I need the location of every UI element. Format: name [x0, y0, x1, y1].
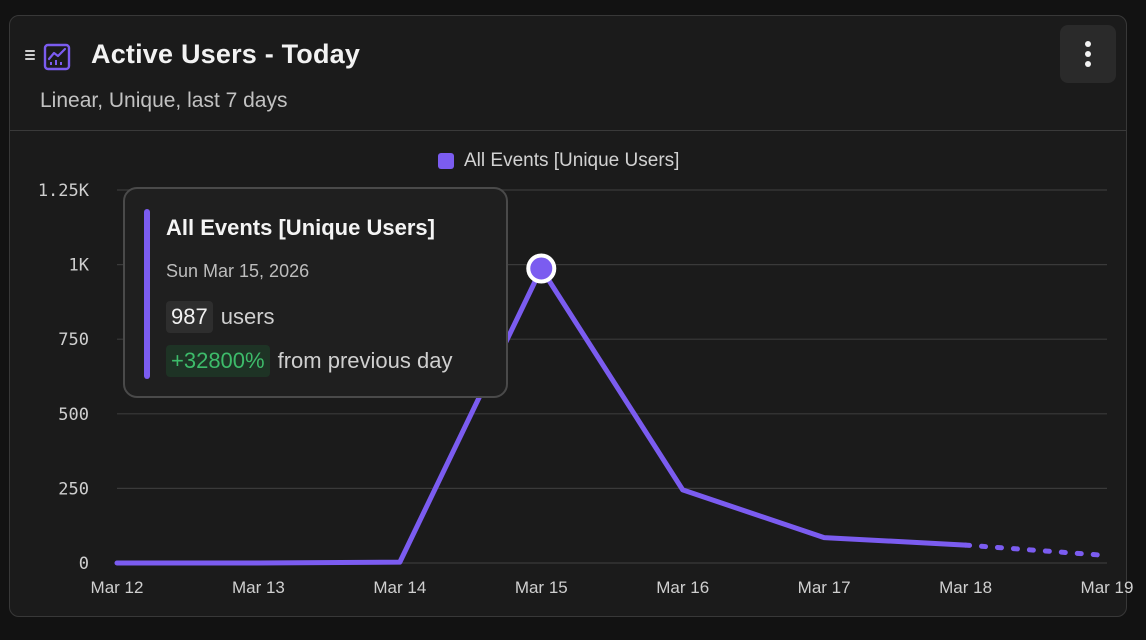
- data-point[interactable]: [818, 532, 830, 544]
- tooltip-change: +32800%: [166, 345, 270, 377]
- legend-swatch: [438, 153, 454, 169]
- x-tick-label: Mar 17: [798, 578, 851, 597]
- tooltip-change-text: from previous day: [277, 348, 453, 373]
- y-tick-label: 1K: [69, 256, 90, 276]
- data-tooltip: All Events [Unique Users] Sun Mar 15, 20…: [123, 187, 508, 398]
- card-header: Active Users - Today Linear, Unique, las…: [10, 16, 1126, 131]
- x-tick-label: Mar 15: [515, 578, 568, 597]
- data-point[interactable]: [111, 557, 123, 569]
- data-point[interactable]: [1101, 550, 1113, 562]
- y-tick-label: 0: [79, 554, 89, 574]
- y-tick-label: 500: [58, 405, 89, 425]
- more-vertical-icon: [1085, 41, 1091, 47]
- x-tick-label: Mar 12: [91, 578, 144, 597]
- line-chart-icon: [43, 43, 71, 71]
- card-title: Active Users - Today: [91, 39, 361, 69]
- x-tick-label: Mar 13: [232, 578, 285, 597]
- y-tick-label: 750: [58, 330, 89, 350]
- chart-legend[interactable]: All Events [Unique Users]: [438, 150, 679, 172]
- x-tick-label: Mar 16: [656, 578, 709, 597]
- data-point[interactable]: [677, 484, 689, 496]
- x-tick-label: Mar 19: [1081, 578, 1134, 597]
- card-subtitle: Linear, Unique, last 7 days: [40, 89, 288, 112]
- y-tick-label: 250: [58, 479, 89, 499]
- tooltip-series-bar: [144, 209, 150, 379]
- data-point[interactable]: [960, 539, 972, 551]
- tooltip-value-row: 987 users: [166, 301, 275, 333]
- data-point[interactable]: [252, 557, 264, 569]
- drag-handle-icon[interactable]: [25, 50, 37, 64]
- more-options-button[interactable]: [1060, 25, 1116, 83]
- highlighted-data-point[interactable]: [526, 253, 557, 284]
- tooltip-value-unit: users: [220, 304, 275, 329]
- series-line-partial[interactable]: [963, 542, 1110, 559]
- tooltip-series-name: All Events [Unique Users]: [166, 215, 435, 240]
- tooltip-value: 987: [166, 301, 213, 333]
- tooltip-date: Sun Mar 15, 2026: [166, 261, 310, 281]
- tooltip-change-row: +32800% from previous day: [166, 345, 452, 377]
- x-tick-label: Mar 14: [373, 578, 426, 597]
- data-point[interactable]: [394, 556, 406, 568]
- y-tick-label: 1.25K: [38, 181, 90, 201]
- legend-label: All Events [Unique Users]: [464, 150, 680, 171]
- x-tick-label: Mar 18: [939, 578, 992, 597]
